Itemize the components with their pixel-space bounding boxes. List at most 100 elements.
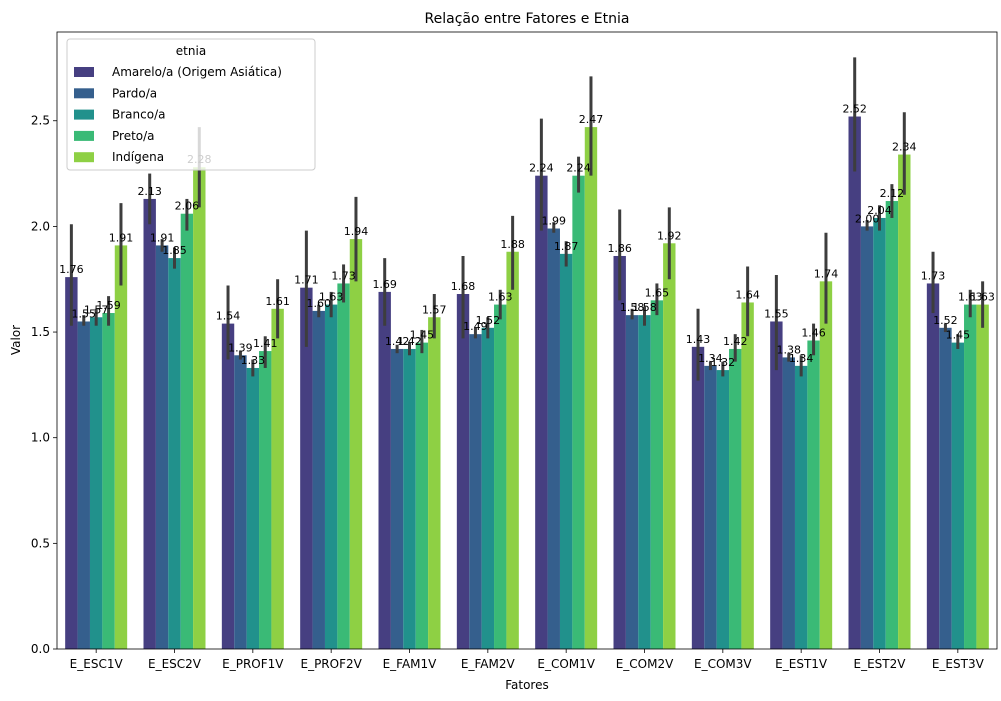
value-label: 1.61 <box>265 295 290 308</box>
legend-label: Preto/a <box>112 129 155 143</box>
x-tick-label: E_EST3V <box>932 657 985 671</box>
bar <box>638 315 651 649</box>
bar <box>782 357 795 649</box>
bar <box>506 251 519 649</box>
value-label: 1.39 <box>228 341 253 354</box>
value-label: 1.91 <box>150 231 175 244</box>
y-tick-label: 1.0 <box>31 431 50 445</box>
y-axis: 0.0 0.5 1.0 1.5 2.0 2.5 <box>31 114 57 656</box>
value-label: 1.76 <box>59 263 84 276</box>
x-tick-label: E_FAM1V <box>383 657 438 671</box>
value-label: 1.33 <box>241 354 266 367</box>
x-tick-label: E_EST1V <box>775 657 828 671</box>
value-label: 1.87 <box>554 240 579 253</box>
legend-box <box>66 38 316 171</box>
bar <box>246 367 260 649</box>
bar <box>259 351 272 649</box>
value-label: 1.42 <box>385 335 410 348</box>
value-label: 1.58 <box>620 301 645 314</box>
bar <box>535 175 548 649</box>
bar <box>390 348 404 649</box>
x-tick-label: E_EST2V <box>854 657 907 671</box>
value-label: 1.63 <box>970 291 995 304</box>
value-label: 1.49 <box>463 320 488 333</box>
x-tick-label: E_COM1V <box>537 657 595 671</box>
bar <box>794 365 808 649</box>
bars-layer <box>65 116 989 650</box>
bar <box>625 315 639 649</box>
value-label: 1.68 <box>451 280 476 293</box>
bar <box>234 355 247 649</box>
bar <box>102 313 115 649</box>
value-labels-layer: 1.76 2.13 1.54 1.71 1.69 1.68 2.24 1.86 1.43 1.55… <box>59 103 995 370</box>
value-label: 2.34 <box>892 141 917 154</box>
value-label: 1.92 <box>657 229 682 242</box>
bar <box>337 283 350 649</box>
value-label: 1.91 <box>109 231 134 244</box>
value-label: 1.55 <box>72 307 97 320</box>
bar <box>456 294 470 649</box>
value-label: 1.43 <box>686 333 711 346</box>
value-label: 1.63 <box>958 291 983 304</box>
bar <box>848 116 861 649</box>
legend-swatch <box>74 67 94 77</box>
value-label: 2.24 <box>566 162 591 175</box>
bar <box>77 321 90 649</box>
bar <box>378 291 391 649</box>
value-label: 2.52 <box>842 103 867 116</box>
value-label: 1.42 <box>723 335 748 348</box>
bar <box>193 167 206 650</box>
value-label: 1.73 <box>331 269 356 282</box>
value-label: 1.46 <box>801 327 826 340</box>
value-label: 1.86 <box>607 242 632 255</box>
bar <box>885 201 899 650</box>
value-label: 1.74 <box>814 267 839 280</box>
bar <box>729 348 742 649</box>
value-label: 1.63 <box>319 291 344 304</box>
bar <box>976 304 989 649</box>
x-axis: E_ESC1V E_ESC2V E_PROF1V E_PROF2V E_FAM1V E_F… <box>70 649 985 671</box>
bar <box>271 308 284 649</box>
value-label: 1.94 <box>344 225 369 238</box>
value-label: 1.69 <box>372 278 397 291</box>
value-label: 2.47 <box>579 113 604 126</box>
bar <box>300 287 313 649</box>
error-bars-layer <box>69 57 985 381</box>
bar <box>926 283 940 649</box>
bar <box>89 317 103 649</box>
x-axis-label: Fatores <box>505 678 549 692</box>
bar <box>324 304 338 649</box>
value-label: 2.00 <box>855 212 880 225</box>
y-tick-label: 2.0 <box>31 219 50 233</box>
x-tick-label: E_PROF2V <box>300 657 362 671</box>
value-label: 1.41 <box>253 337 278 350</box>
legend-swatch <box>74 152 94 163</box>
value-label: 1.99 <box>542 215 567 228</box>
value-label: 2.04 <box>867 204 892 217</box>
bar <box>312 310 325 649</box>
legend-swatch <box>74 109 94 120</box>
bar <box>819 281 833 649</box>
bar <box>168 258 181 649</box>
chart-title: Relação entre Fatores e Etnia <box>425 11 630 27</box>
value-label: 1.34 <box>789 352 814 365</box>
bar <box>349 239 363 649</box>
x-tick-label: E_ESC2V <box>148 657 202 671</box>
x-tick-label: E_COM3V <box>694 657 752 671</box>
value-label: 1.63 <box>488 291 513 304</box>
legend-swatch <box>74 88 94 99</box>
value-label: 2.12 <box>880 187 905 200</box>
legend-label: Branco/a <box>112 108 165 122</box>
value-label: 1.73 <box>921 269 946 282</box>
x-tick-label: E_COM2V <box>616 657 674 671</box>
bar <box>481 327 495 649</box>
value-label: 1.55 <box>764 307 789 320</box>
value-label: 1.52 <box>933 314 958 327</box>
value-label: 1.57 <box>84 303 109 316</box>
value-label: 1.38 <box>777 343 802 356</box>
legend-label: Pardo/a <box>112 86 157 100</box>
bar <box>469 334 482 649</box>
bar <box>559 253 573 649</box>
value-label: 1.34 <box>698 352 723 365</box>
